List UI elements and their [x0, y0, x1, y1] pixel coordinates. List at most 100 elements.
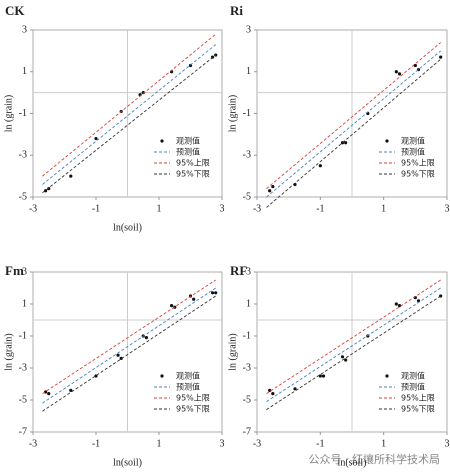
data-point [192, 297, 196, 301]
watermark: 公众号 · 红壤所科学技术局 [309, 452, 441, 466]
panel-title: RF [230, 263, 247, 278]
data-point [271, 184, 275, 189]
legend-label: 95%下限 [176, 170, 210, 179]
data-point [397, 304, 402, 308]
data-point [210, 291, 215, 295]
data-point [293, 387, 297, 391]
y-tick-label: 1 [246, 298, 251, 309]
legend-label: 观测值 [176, 136, 200, 146]
x-axis-label: ln(soil) [113, 457, 142, 468]
y-tick-label: -7 [19, 426, 27, 437]
data-point [214, 291, 218, 295]
data-point [170, 304, 174, 308]
x-axis-label: ln(soil) [338, 457, 367, 468]
data-point [271, 392, 275, 396]
fit-line [266, 50, 441, 198]
legend-label: 观测值 [401, 371, 425, 381]
legend-marker [160, 374, 164, 378]
data-point [397, 72, 402, 76]
data-point [439, 55, 443, 59]
y-tick-label: -5 [19, 191, 27, 202]
x-tick-label: 3 [445, 203, 450, 214]
legend-label: 预测值 [401, 382, 425, 392]
y-tick-label: -5 [243, 394, 251, 405]
data-point [268, 388, 272, 392]
data-point [119, 356, 123, 360]
y-tick-label: -5 [243, 191, 251, 202]
data-point [44, 390, 48, 394]
y-tick-label: -3 [243, 362, 251, 373]
legend-label: 预测值 [401, 147, 425, 157]
y-tick-label: -1 [243, 108, 251, 119]
legend-label: 95%上限 [176, 159, 210, 168]
y-tick-label: 3 [246, 24, 251, 35]
panel-title: Ri [230, 3, 243, 18]
legend-marker [385, 139, 389, 143]
data-point [344, 141, 348, 145]
y-tick-label: 3 [22, 24, 27, 35]
data-point [69, 388, 73, 392]
y-axis-label: ln (grain) [227, 95, 238, 133]
legend-label: 95%上限 [401, 394, 435, 403]
y-tick-label: 1 [246, 66, 251, 77]
data-point [394, 70, 398, 74]
x-tick-label: -1 [316, 203, 324, 214]
x-tick-label: -3 [253, 438, 261, 449]
x-tick-label: -3 [253, 203, 261, 214]
y-tick-label: 3 [22, 266, 27, 277]
y-tick-label: -1 [243, 330, 251, 341]
x-axis-label: ln(soil) [113, 222, 142, 233]
legend-label: 观测值 [401, 136, 425, 146]
y-axis-label: ln (grain) [3, 333, 14, 371]
x-tick-label: -3 [29, 203, 37, 214]
data-point [47, 392, 51, 396]
y-tick-label: -7 [243, 426, 251, 437]
data-point [94, 136, 98, 141]
data-point [340, 355, 345, 359]
panel-title: CK [5, 3, 25, 18]
panel-title: Fm [5, 263, 24, 278]
x-tick-label: 3 [220, 203, 225, 214]
fit-line [42, 44, 216, 185]
y-tick-label: -5 [19, 394, 27, 405]
legend-label: 观测值 [176, 371, 200, 381]
y-tick-label: 3 [246, 266, 251, 277]
legend-label: 95%下限 [401, 170, 435, 179]
x-tick-label: -3 [29, 438, 37, 449]
data-point [47, 187, 51, 191]
x-tick-label: -1 [92, 438, 100, 449]
data-point [69, 174, 73, 178]
data-point [318, 164, 322, 168]
legend-marker [160, 139, 164, 143]
data-point [144, 336, 148, 340]
x-tick-label: 1 [157, 203, 162, 214]
legend-label: 95%下限 [401, 405, 435, 414]
fit-line [42, 279, 216, 394]
x-tick-label: -1 [92, 203, 100, 214]
y-tick-label: 1 [22, 66, 27, 77]
fit-line [266, 42, 441, 189]
legend-label: 95%上限 [401, 159, 435, 168]
y-tick-label: -3 [19, 362, 27, 373]
x-tick-label: 1 [157, 438, 162, 449]
y-tick-label: -1 [19, 108, 27, 119]
data-point [44, 189, 48, 193]
y-axis-label: ln (grain) [227, 333, 238, 371]
fit-line [42, 54, 216, 194]
legend-label: 95%下限 [176, 405, 210, 414]
legend-label: 95%上限 [176, 394, 210, 403]
x-tick-label: 3 [445, 438, 450, 449]
data-point [318, 374, 322, 378]
y-tick-label: 1 [22, 298, 27, 309]
data-point [116, 353, 120, 357]
data-point [344, 358, 348, 362]
x-tick-label: 1 [381, 438, 386, 449]
y-tick-label: -3 [243, 150, 251, 161]
data-point [413, 63, 417, 68]
y-tick-label: -3 [19, 150, 27, 161]
legend-marker [385, 374, 389, 378]
x-tick-label: 3 [220, 438, 225, 449]
data-point [173, 305, 177, 309]
legend-label: 预测值 [176, 147, 200, 157]
